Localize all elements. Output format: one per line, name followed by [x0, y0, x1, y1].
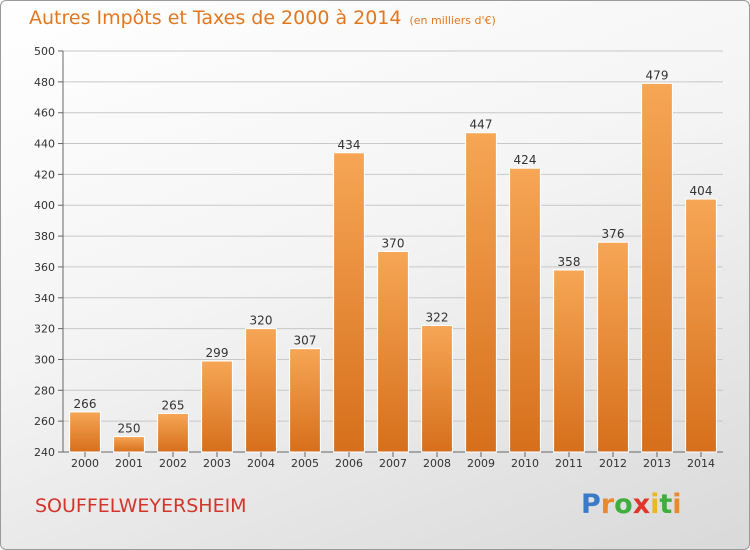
y-tick-label: 300 [34, 353, 55, 366]
x-tick-label: 2014 [687, 457, 715, 470]
bar [641, 82, 673, 453]
x-tick-label: 2010 [511, 457, 539, 470]
bar-value-label: 479 [646, 68, 669, 82]
bar-value-label: 376 [602, 227, 625, 241]
y-tick-label: 340 [34, 292, 55, 305]
bar [421, 325, 453, 453]
y-tick-label: 360 [34, 261, 55, 274]
logo-letter: P [581, 489, 601, 520]
bar [113, 436, 145, 453]
bar [377, 251, 409, 453]
y-tick-label: 400 [34, 199, 55, 212]
y-tick-label: 280 [34, 384, 55, 397]
logo-letter: x [632, 489, 651, 520]
proxiti-logo: Proxiti [581, 489, 682, 520]
bar [157, 412, 189, 453]
y-tick-label: 500 [34, 45, 55, 58]
x-tick-label: 2008 [423, 457, 451, 470]
bar-value-label: 265 [162, 398, 185, 412]
bar-value-label: 447 [470, 118, 493, 132]
x-tick-label: 2007 [379, 457, 407, 470]
commune-name: SOUFFELWEYERSHEIM [35, 495, 247, 517]
logo-letter: i [672, 489, 682, 520]
y-tick-label: 260 [34, 415, 55, 428]
chart-title: Autres Impôts et Taxes de 2000 à 2014 [29, 7, 402, 29]
bar [333, 152, 365, 453]
y-tick-label: 480 [34, 76, 55, 89]
bar-value-label: 320 [250, 314, 273, 328]
y-tick-label: 420 [34, 168, 55, 181]
y-tick-label: 240 [34, 446, 55, 459]
logo-letter: t [659, 489, 673, 520]
bar [465, 132, 497, 453]
logo-letter: o [614, 489, 633, 520]
x-tick-label: 2009 [467, 457, 495, 470]
bar [553, 269, 585, 453]
bar-value-label: 358 [558, 255, 581, 269]
x-tick-label: 2005 [291, 457, 319, 470]
y-tick-label: 440 [34, 138, 55, 151]
chart-title-block: Autres Impôts et Taxes de 2000 à 2014 (en… [29, 7, 496, 29]
x-tick-label: 2000 [71, 457, 99, 470]
bar [69, 411, 101, 453]
x-tick-label: 2001 [115, 457, 143, 470]
logo-letter: i [650, 489, 660, 520]
y-tick-label: 380 [34, 230, 55, 243]
bar-value-label: 307 [294, 334, 317, 348]
x-tick-label: 2002 [159, 457, 187, 470]
bar [201, 360, 233, 453]
x-tick-label: 2004 [247, 457, 275, 470]
bar-value-label: 434 [338, 138, 361, 152]
bar [509, 167, 541, 453]
logo-letter: r [600, 489, 615, 520]
x-tick-label: 2003 [203, 457, 231, 470]
x-tick-label: 2011 [555, 457, 583, 470]
bar-value-label: 322 [426, 311, 449, 325]
bar-value-label: 266 [74, 397, 97, 411]
x-tick-label: 2013 [643, 457, 671, 470]
bar-value-label: 404 [690, 184, 713, 198]
y-tick-label: 320 [34, 323, 55, 336]
bar-value-label: 370 [382, 237, 405, 251]
bar [289, 348, 321, 453]
bar-value-label: 250 [118, 422, 141, 436]
bar [685, 198, 717, 453]
x-tick-label: 2012 [599, 457, 627, 470]
bar [245, 328, 277, 453]
bar-value-label: 299 [206, 346, 229, 360]
chart-subtitle: (en milliers d'€) [409, 14, 496, 27]
x-tick-label: 2006 [335, 457, 363, 470]
bar [597, 241, 629, 453]
y-tick-label: 460 [34, 107, 55, 120]
bar-value-label: 424 [514, 153, 537, 167]
